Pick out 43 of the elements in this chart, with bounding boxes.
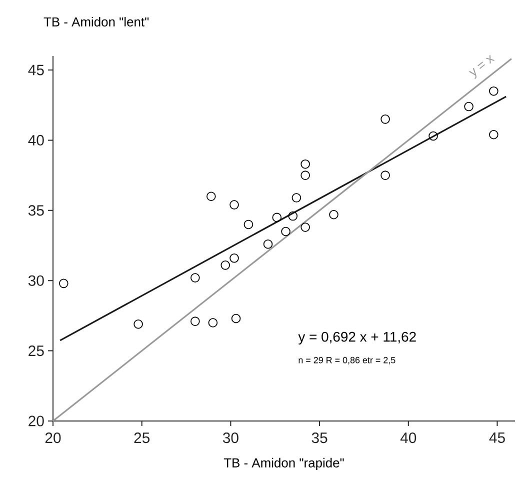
x-tick-label: 20 [45,432,61,444]
point [489,86,498,96]
point [300,159,310,169]
x-tick-label: 25 [134,432,150,444]
y-tick-label: 45 [28,64,44,76]
point [230,254,239,263]
point [231,314,241,324]
y-tick-label: 30 [28,275,44,286]
point [464,102,474,112]
y-axis-title: TB - Amidon "lent" [44,16,149,26]
y-tick-label: 40 [28,134,44,146]
point [206,192,216,202]
x-axis-title: TB - Amidon "rapide" [224,458,344,470]
y-tick-label: 35 [28,205,44,216]
x-tick-label: 40 [400,432,416,444]
point [281,226,290,236]
annotation: n = 29 R = 0,86 etr = 2,5 [298,356,396,364]
point [263,239,273,249]
point [489,130,498,140]
x-tick-label: 30 [222,432,238,444]
point [300,170,310,180]
point [244,220,254,230]
point [329,210,338,220]
annotation: y = x [468,54,495,79]
point [208,318,218,328]
point [428,131,438,141]
annotation: y = 0,692 x + 11,62 [298,332,416,344]
point [59,278,68,288]
point [134,319,143,329]
point [380,114,390,124]
y-tick-label: 25 [28,346,44,356]
point [292,193,302,202]
point [230,200,239,210]
point [190,316,200,326]
point [380,170,390,180]
x-tick-label: 45 [489,432,505,443]
point [300,222,310,232]
point [288,211,298,221]
x-tick-label: 35 [312,432,328,444]
point [272,212,282,222]
point [220,260,230,270]
y-tick-label: 20 [28,416,44,426]
point [190,273,200,282]
